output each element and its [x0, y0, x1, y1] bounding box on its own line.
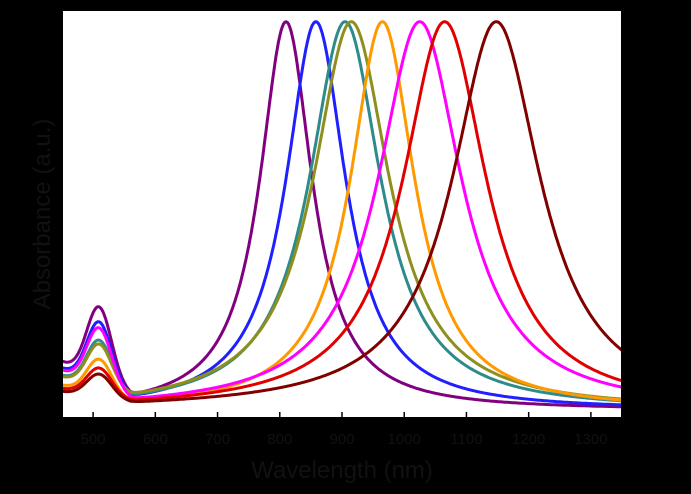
x-tick-label: 1300 [574, 431, 607, 448]
x-axis-ticks: 500 600 700 800 900 1000 1100 1200 1300 [81, 412, 608, 448]
x-tick-label: 900 [329, 431, 354, 448]
x-tick-label: 600 [143, 431, 168, 448]
x-tick-label: 700 [205, 431, 230, 448]
x-tick-label: 1100 [450, 431, 482, 448]
spectrum-series-7 [63, 20, 621, 402]
spectrum-series-6 [63, 20, 621, 400]
x-tick-label: 500 [81, 431, 106, 448]
plot-area [61, 9, 623, 419]
spectrum-series-8 [63, 20, 621, 403]
y-axis-title: Absorbance (a.u.) [29, 119, 56, 310]
x-tick-label: 800 [267, 431, 292, 448]
x-axis-title: Wavelength (nm) [251, 457, 433, 484]
x-tick-label: 1200 [512, 431, 545, 448]
x-tick-label: 1000 [388, 431, 421, 448]
series-layer [63, 20, 621, 409]
